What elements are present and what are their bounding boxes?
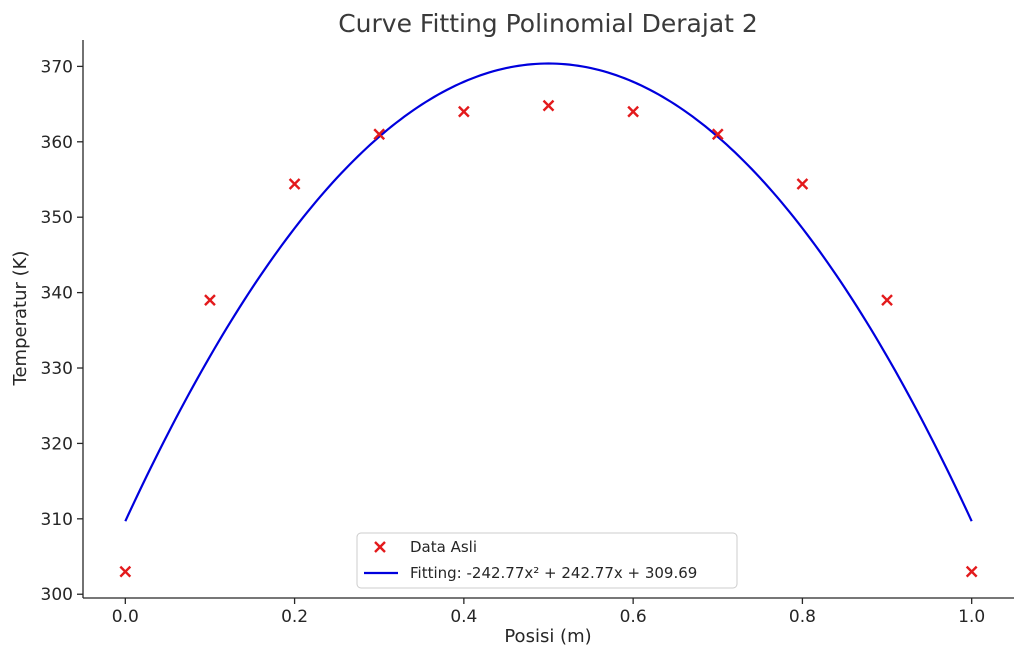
scatter-group — [119, 99, 978, 578]
x-tick-label: 0.8 — [789, 607, 816, 627]
data-point — [288, 178, 301, 190]
y-axis-label: Temperatur (K) — [10, 251, 31, 387]
x-tick-label: 0.0 — [112, 607, 139, 627]
y-tick-label: 330 — [41, 359, 73, 379]
data-point — [458, 105, 470, 118]
data-point — [796, 178, 809, 190]
data-point — [627, 105, 639, 118]
data-point — [119, 565, 132, 578]
legend-marker-data-asli — [374, 541, 386, 553]
data-point — [881, 294, 893, 306]
y-tick-label: 370 — [41, 57, 73, 77]
data-point — [204, 294, 216, 306]
x-tick-label: 0.4 — [450, 607, 477, 627]
x-tick-label: 0.6 — [620, 607, 647, 627]
y-tick-label: 340 — [41, 284, 73, 304]
plot-area: 0.0 0.2 0.4 0.6 0.8 1.0 300 310 320 330 340 350 360… — [41, 40, 1014, 627]
x-tick-label: 0.2 — [281, 607, 308, 627]
x-tick-label: 1.0 — [958, 607, 985, 627]
legend: Data Asli Fitting: -242.77x² + 242.77x +… — [356, 532, 738, 589]
data-point — [373, 128, 386, 141]
data-point — [711, 128, 724, 141]
data-point — [542, 99, 555, 112]
fit-line-group — [124, 62, 973, 522]
fit-curve-line — [124, 62, 973, 522]
y-tick-label: 320 — [41, 434, 73, 454]
y-tick-label: 360 — [41, 133, 73, 153]
data-point — [965, 565, 978, 578]
x-axis-label: Posisi (m) — [504, 626, 591, 647]
y-tick-label: 310 — [41, 510, 73, 530]
legend-label-fitting: Fitting: -242.77x² + 242.77x + 309.69 — [410, 564, 697, 582]
y-tick-label: 350 — [41, 208, 73, 228]
legend-label-data-asli: Data Asli — [410, 538, 477, 556]
y-tick-label: 300 — [41, 585, 73, 605]
legend-box — [356, 532, 738, 589]
y-ticks: 300 310 320 330 340 350 360 370 — [41, 57, 83, 605]
x-ticks: 0.0 0.2 0.4 0.6 0.8 1.0 — [112, 598, 985, 627]
chart-title: Curve Fitting Polinomial Derajat 2 — [338, 9, 758, 38]
